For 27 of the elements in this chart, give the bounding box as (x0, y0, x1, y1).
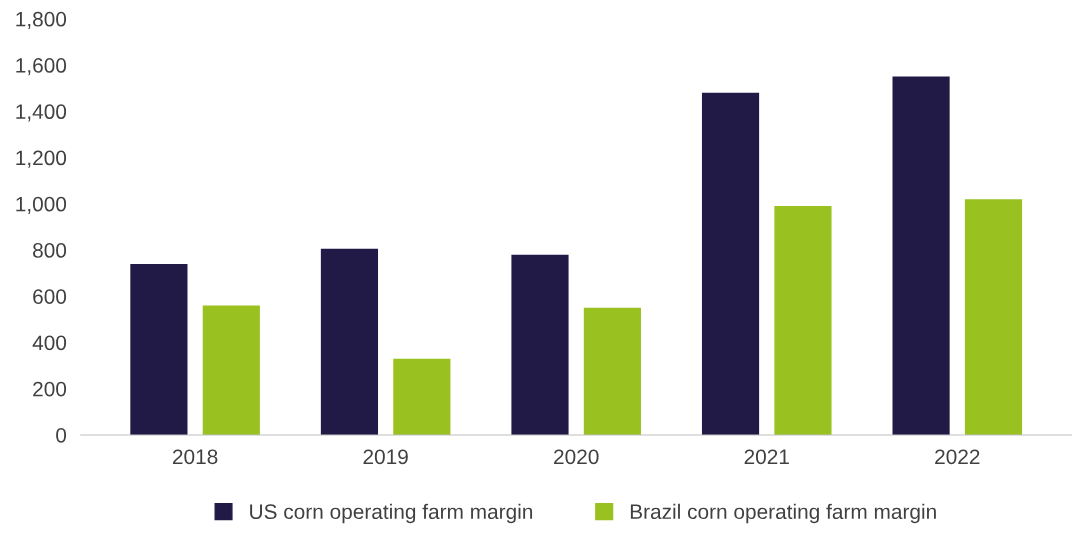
y-tick-label: 1,000 (16, 196, 67, 214)
bar (393, 358, 451, 435)
x-tick-label: 2018 (172, 449, 218, 465)
y-tick-label: 800 (33, 243, 67, 258)
bar (701, 92, 760, 435)
bar (320, 248, 379, 435)
y-tick-label: 1,200 (16, 150, 67, 168)
bar (774, 206, 832, 435)
y-tick-label: 1,600 (16, 58, 67, 76)
legend-label: US corn operating farm margin (250, 503, 533, 524)
bar (130, 263, 188, 435)
bar (511, 254, 569, 435)
bar (202, 305, 260, 435)
x-tick-label: 2019 (363, 449, 408, 465)
x-tick-label: 2020 (554, 449, 599, 465)
y-tick-label: 200 (33, 381, 67, 397)
bar (964, 199, 1023, 435)
legend-label: Brazil corn operating farm margin (630, 503, 936, 524)
bar (892, 76, 950, 435)
y-tick-label: 600 (33, 289, 67, 304)
y-tick-label: 400 (32, 335, 67, 351)
y-tick-label: 0 (56, 427, 67, 443)
y-tick-label: 1,800 (16, 11, 67, 30)
x-tick-label: 2021 (744, 449, 789, 465)
y-tick-label: 1,400 (16, 104, 67, 122)
x-tick-label: 2022 (935, 449, 980, 465)
bar (583, 307, 641, 435)
